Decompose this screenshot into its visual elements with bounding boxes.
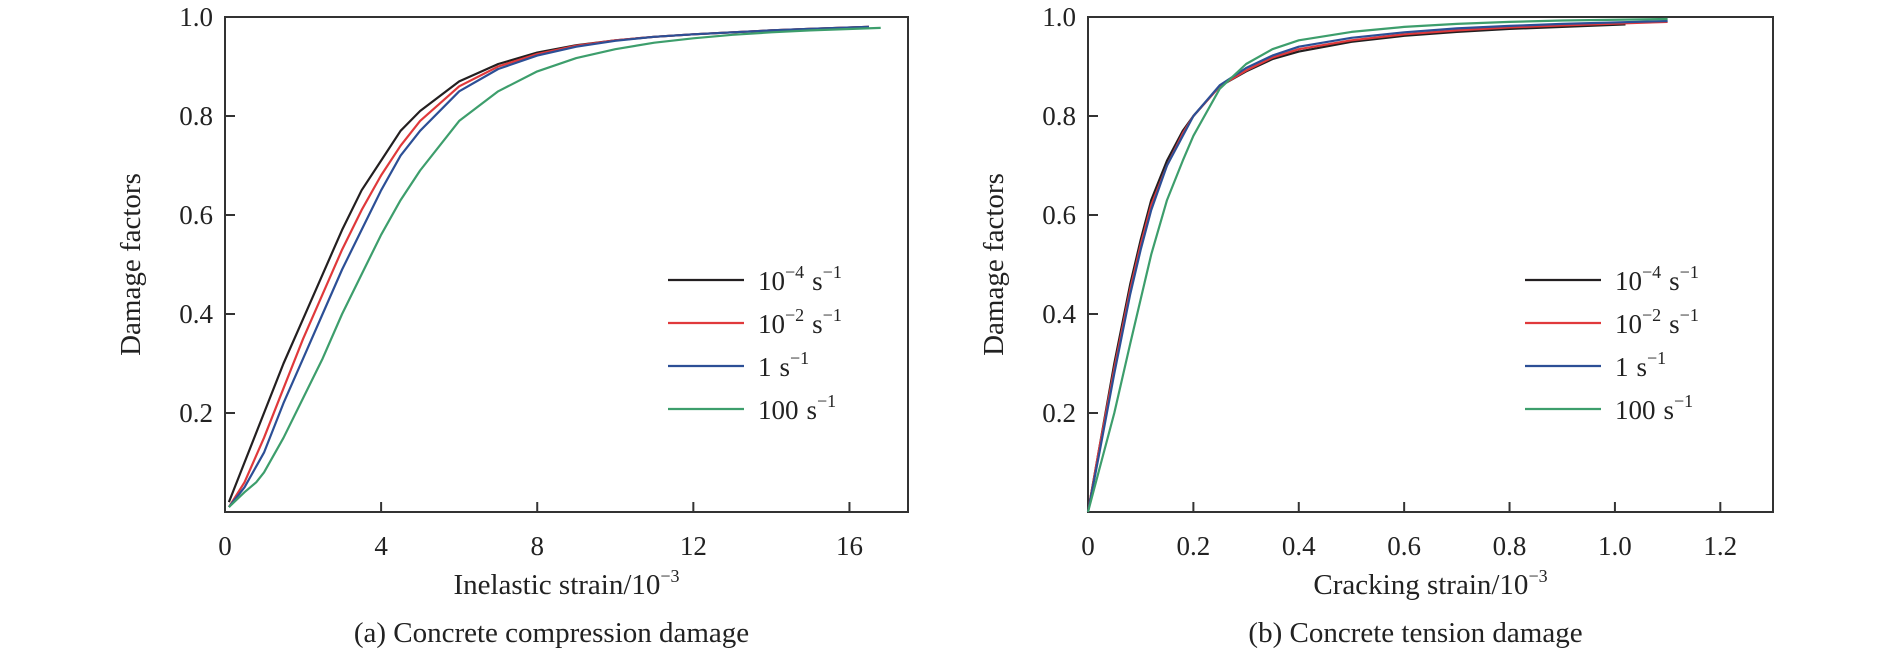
x-tick-label: 0.6	[1387, 531, 1421, 561]
y-tick-label: 1.0	[1042, 2, 1076, 32]
legend-exponent: −4	[1642, 262, 1661, 282]
x-axis-label-text: Inelastic strain/10	[453, 569, 660, 601]
legend-unit-exponent: −1	[823, 262, 842, 282]
legend-unit-exponent: −1	[1680, 305, 1699, 325]
legend-label: 10−4 s−1	[1615, 262, 1699, 296]
x-tick-label: 0.2	[1177, 531, 1211, 561]
x-tick-label: 1.0	[1598, 531, 1632, 561]
legend-unit: s	[780, 352, 791, 382]
y-tick-label: 0.8	[1042, 101, 1076, 131]
x-tick-label: 8	[530, 531, 544, 561]
legend-base: 10	[758, 266, 785, 296]
legend-label: 1 s−1	[1615, 348, 1666, 382]
x-tick-label: 1.2	[1703, 531, 1737, 561]
legend-label: 100 s−1	[758, 391, 836, 425]
legend-unit-exponent: −1	[790, 348, 809, 368]
legend-unit-exponent: −1	[1674, 391, 1693, 411]
legend-unit: s	[1664, 395, 1675, 425]
legend-unit-exponent: −1	[817, 391, 836, 411]
legend-unit-exponent: −1	[1647, 348, 1666, 368]
x-tick-label: 4	[374, 531, 388, 561]
series-line	[1086, 23, 1626, 513]
x-tick-label: 16	[836, 531, 863, 561]
legend-label: 100 s−1	[1615, 391, 1693, 425]
y-axis-label: Damage factors	[978, 173, 1010, 356]
legend-base: 10	[1615, 266, 1642, 296]
x-axis-label: Cracking strain/10−3	[1313, 566, 1547, 601]
plot-frame	[224, 16, 909, 513]
chart-panel-tension: 0 0.2 0.4 0.6 0.8 1.0 1.2 0.2 0.4 0.6 0.8 1.0 Cracki…	[978, 2, 1774, 649]
y-tick-label: 1.0	[179, 2, 213, 32]
legend-exponent: −2	[785, 305, 804, 325]
legend-base: 1	[1615, 352, 1629, 382]
legend-unit: s	[1669, 266, 1680, 296]
x-axis-label-exponent: −3	[660, 566, 679, 586]
legend-unit: s	[812, 266, 823, 296]
legend-unit: s	[807, 395, 818, 425]
legend-unit-exponent: −1	[823, 305, 842, 325]
series-line	[227, 25, 870, 503]
x-tick-label: 0	[218, 531, 232, 561]
legend-unit: s	[1669, 309, 1680, 339]
legend-base: 10	[1615, 309, 1642, 339]
chart-panel-compression: 0 4 8 12 16 0.2 0.4 0.6 0.8 1.0 Inelastic strain/1…	[115, 2, 909, 649]
y-tick-label: 0.6	[1042, 200, 1076, 230]
legend-unit: s	[1637, 352, 1648, 382]
y-tick-label: 0.6	[179, 200, 213, 230]
plot-frame	[1087, 16, 1774, 513]
series-line	[1086, 17, 1668, 513]
legend-unit: s	[812, 309, 823, 339]
x-tick-label: 0.4	[1282, 531, 1316, 561]
y-tick-label: 0.2	[1042, 398, 1076, 428]
x-axis-label: Inelastic strain/10−3	[453, 566, 679, 601]
x-tick-label: 12	[680, 531, 707, 561]
legend-base: 100	[758, 395, 799, 425]
y-tick-label: 0.4	[1042, 299, 1076, 329]
series-line	[1086, 19, 1668, 513]
legend-label: 10−4 s−1	[758, 262, 842, 296]
x-tick-label: 0	[1081, 531, 1095, 561]
series-line	[228, 26, 881, 508]
series-line	[228, 25, 870, 508]
legend-unit-exponent: −1	[1680, 262, 1699, 282]
legend-exponent: −4	[785, 262, 804, 282]
figure-caption: (a) Concrete compression damage	[354, 617, 749, 649]
y-tick-label: 0.2	[179, 398, 213, 428]
x-tick-label: 0.8	[1493, 531, 1527, 561]
legend-base: 100	[1615, 395, 1656, 425]
y-tick-label: 0.8	[179, 101, 213, 131]
x-axis-label-text: Cracking strain/10	[1313, 569, 1528, 601]
x-axis-label-exponent: −3	[1528, 566, 1547, 586]
legend-label: 1 s−1	[758, 348, 809, 382]
figure-caption: (b) Concrete tension damage	[1248, 617, 1582, 649]
legend-base: 1	[758, 352, 772, 382]
legend-label: 10−2 s−1	[1615, 305, 1699, 339]
legend-base: 10	[758, 309, 785, 339]
y-tick-label: 0.4	[179, 299, 213, 329]
legend-exponent: −2	[1642, 305, 1661, 325]
legend-label: 10−2 s−1	[758, 305, 842, 339]
y-axis-label: Damage factors	[115, 173, 147, 356]
series-line	[1086, 20, 1668, 513]
